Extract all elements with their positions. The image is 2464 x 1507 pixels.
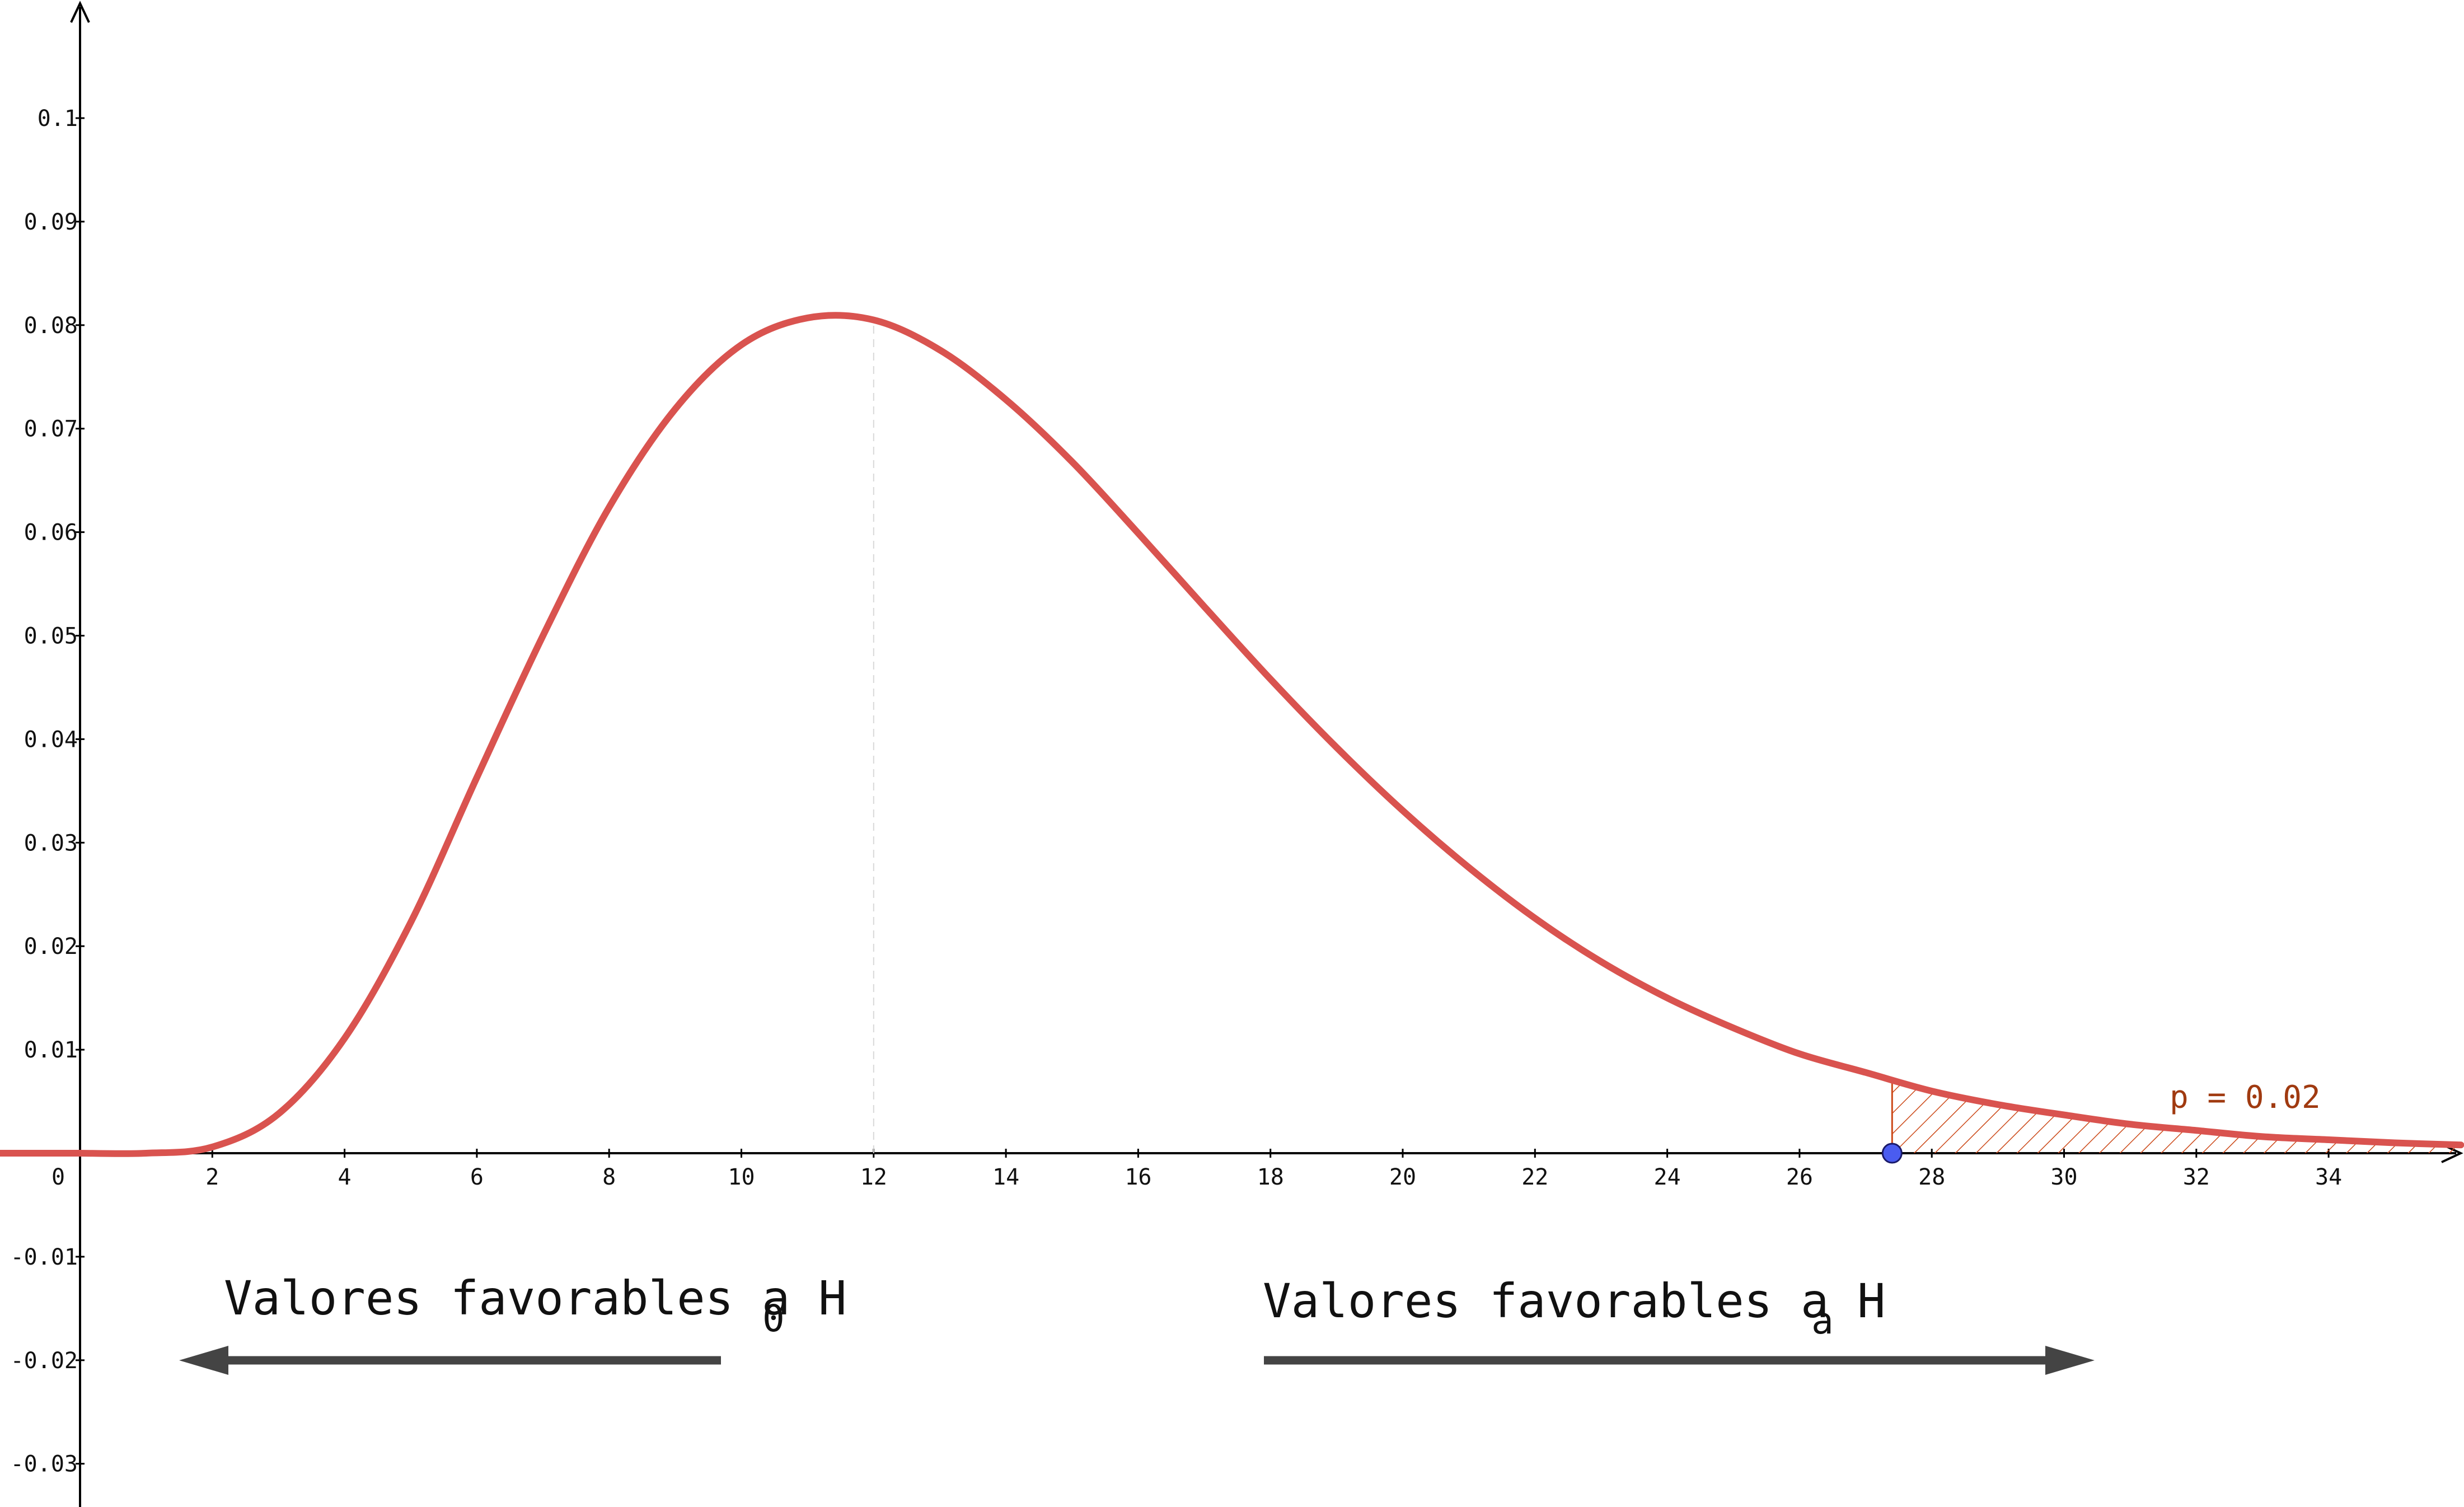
y-tick-label: 0.04	[24, 727, 78, 752]
p-value-label: p = 0.02	[2170, 1079, 2321, 1116]
h0-subscript: 0	[762, 1297, 785, 1340]
y-tick-label: -0.01	[11, 1244, 78, 1270]
x-tick-label: 22	[1521, 1164, 1548, 1190]
critical-point-marker	[1881, 1143, 1903, 1164]
x-tick-label: 6	[470, 1164, 484, 1190]
x-tick-label: 24	[1654, 1164, 1681, 1190]
left-arrow-head-icon	[179, 1346, 228, 1375]
density-curve	[77, 312, 2464, 1157]
y-tick-label: -0.03	[11, 1452, 78, 1477]
y-tick-label: 0.01	[24, 1037, 78, 1063]
tick-labels: 2 4 6 8 10 12 14 16 18 20 22 24 26 28 30 32 3400.10.090.…	[11, 106, 2343, 1477]
y-tick-label: 0.03	[24, 830, 78, 856]
x-tick-label: 8	[602, 1164, 616, 1190]
x-tick-label: 18	[1257, 1164, 1284, 1190]
x-tick-label: 32	[2183, 1164, 2210, 1190]
p-value-hatch	[1892, 1080, 2461, 1153]
y-tick-label: 0.06	[24, 520, 78, 546]
y-tick-label: 0.05	[24, 624, 78, 649]
density-curve-group: p = 0.02	[0, 312, 2464, 1164]
x-tick-label: 34	[2315, 1164, 2342, 1190]
ha-annotation: Valores favorables a H	[1263, 1274, 1886, 1328]
x-tick-label: 4	[338, 1164, 352, 1190]
x-tick-label: 2	[205, 1164, 219, 1190]
y-tick-label: 0.1	[38, 106, 78, 132]
x-tick-label: 16	[1125, 1164, 1151, 1190]
x-tick-label: 26	[1786, 1164, 1813, 1190]
y-tick-label: 0.07	[24, 416, 78, 442]
x-tick-label: 20	[1389, 1164, 1416, 1190]
x-tick-label: 14	[992, 1164, 1019, 1190]
x-tick-label: 12	[860, 1164, 887, 1190]
y-tick-label: 0.09	[24, 209, 78, 235]
x-tick-label: 28	[1918, 1164, 1945, 1190]
ha-subscript: a	[1811, 1299, 1834, 1342]
x-tick-label: 10	[728, 1164, 755, 1190]
y-tick-label: 0.02	[24, 934, 78, 960]
origin-label: 0	[51, 1164, 65, 1190]
annotations: Valores favorables a H0 Valores favorable…	[179, 1271, 2095, 1375]
h0-annotation: Valores favorables a H	[224, 1271, 847, 1326]
p-value-region	[1891, 1080, 2461, 1153]
y-axis-arrow-icon	[70, 1, 90, 23]
y-tick-label: 0.08	[24, 313, 78, 339]
y-tick-label: -0.02	[11, 1348, 78, 1374]
x-tick-label: 30	[2050, 1164, 2077, 1190]
right-arrow-head-icon	[2045, 1346, 2095, 1375]
